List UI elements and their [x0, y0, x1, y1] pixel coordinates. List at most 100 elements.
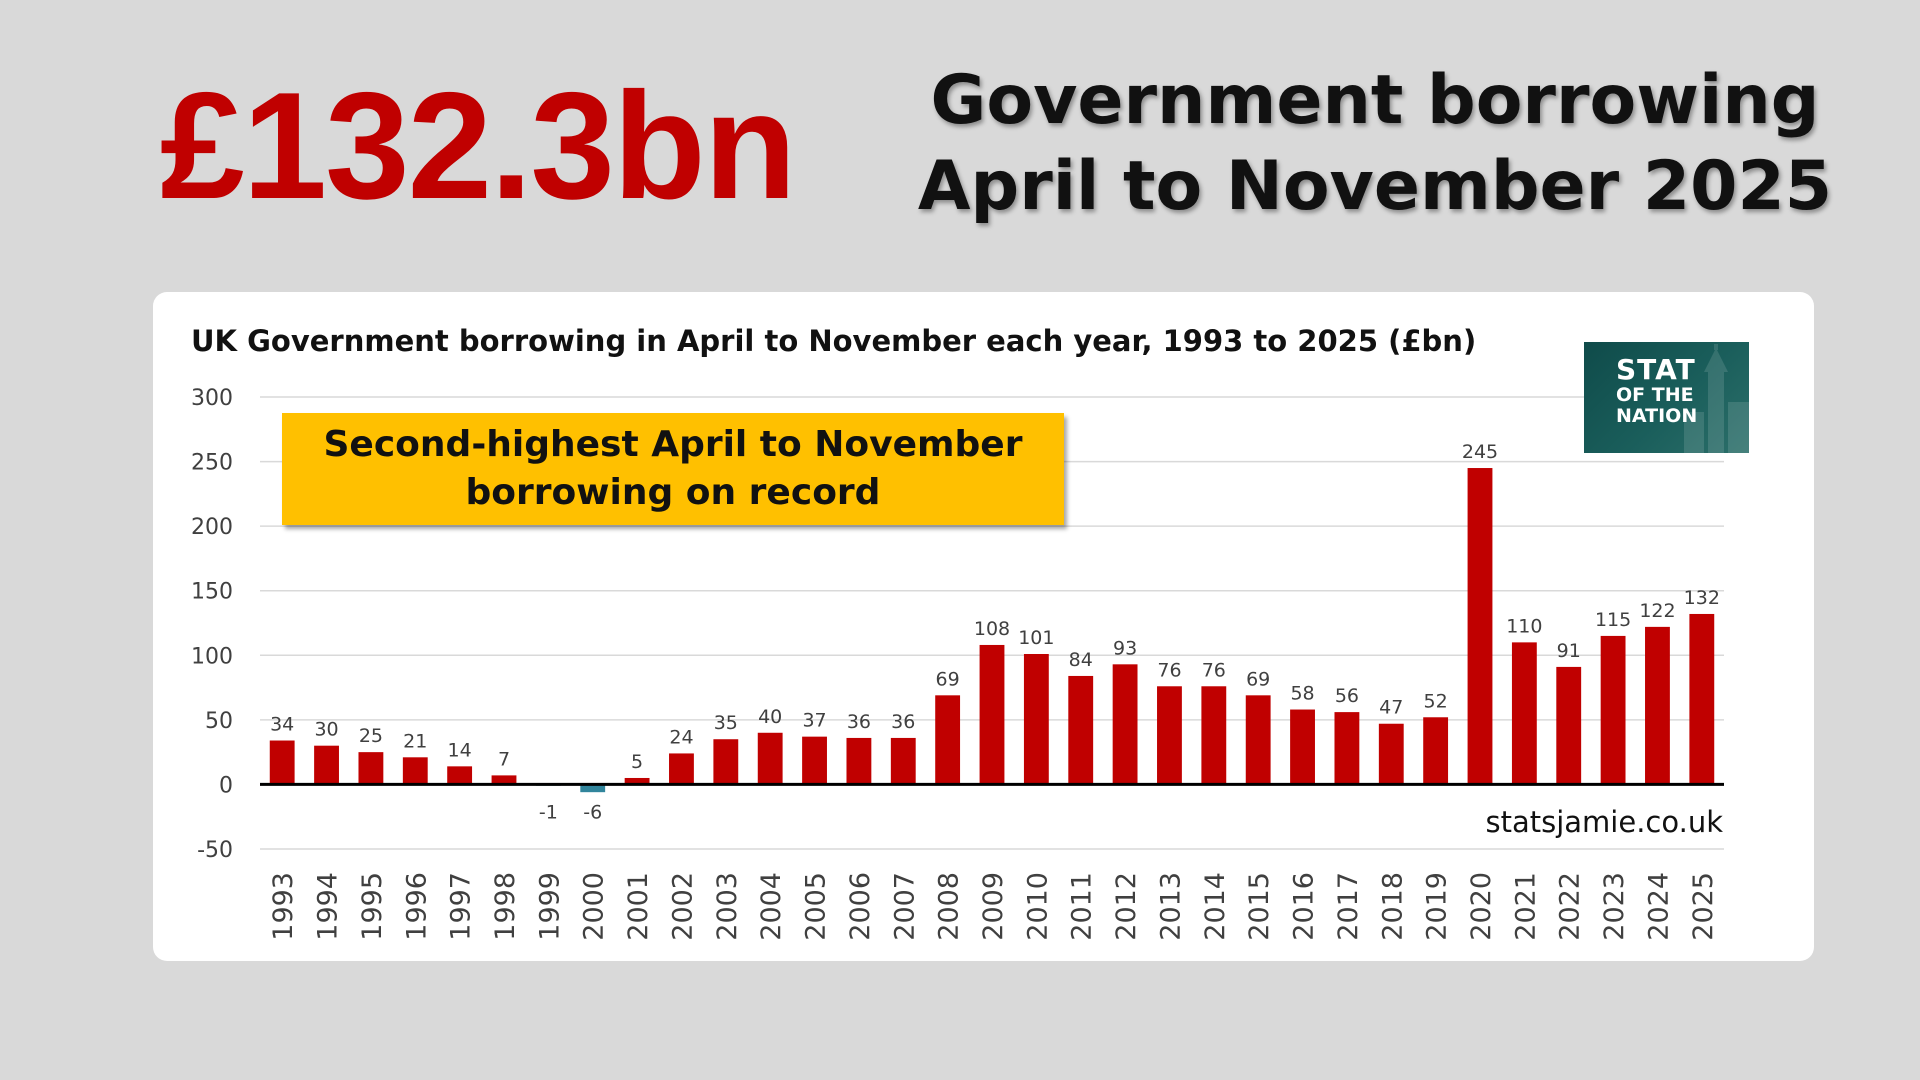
bar-1993: [269, 740, 295, 785]
logo-line-3: NATION: [1616, 405, 1698, 427]
bar-2012: [1112, 664, 1138, 785]
bar-2003: [713, 739, 739, 785]
x-tick-label: 1996: [401, 872, 432, 941]
bar-2011: [1068, 675, 1094, 785]
bar-1995: [358, 752, 384, 785]
y-tick-label: -50: [197, 838, 233, 863]
data-label: 30: [314, 719, 338, 741]
bar-2005: [802, 736, 827, 785]
y-tick-label: 50: [205, 709, 233, 734]
x-tick-label: 2015: [1244, 872, 1275, 941]
bar-2009: [979, 644, 1005, 785]
y-tick-label: 200: [191, 515, 233, 540]
data-label: 91: [1557, 640, 1581, 662]
data-label: 37: [802, 710, 826, 732]
x-tick-label: 2000: [579, 872, 610, 941]
data-label: 101: [1018, 627, 1054, 649]
data-label: 24: [669, 726, 693, 748]
data-label: 122: [1639, 600, 1675, 622]
x-tick-label: 2003: [712, 872, 743, 941]
x-tick-label: 1997: [446, 872, 477, 941]
data-label: 14: [448, 739, 472, 761]
y-tick-label: 150: [191, 580, 233, 605]
bar-2021: [1511, 642, 1537, 785]
y-tick-label: 100: [191, 644, 233, 669]
data-label: 69: [936, 668, 960, 690]
x-tick-label: 2009: [978, 872, 1009, 941]
bars: [269, 468, 1715, 793]
bar-2013: [1157, 686, 1182, 785]
data-label: 47: [1379, 697, 1403, 719]
x-tick-label: 1995: [357, 872, 388, 941]
callout-line-1: Second-highest April to November: [323, 424, 1023, 465]
x-tick-label: 1998: [490, 872, 521, 941]
bar-2023: [1600, 635, 1626, 785]
data-label: 36: [891, 711, 915, 733]
bar-2000: [580, 784, 606, 793]
x-tick-label: 2011: [1067, 872, 1098, 941]
headline-figure: £132.3bn: [160, 61, 797, 231]
data-label: 76: [1202, 659, 1226, 681]
data-label: 35: [714, 712, 738, 734]
big-ben-icon: [1684, 344, 1749, 453]
data-label: 40: [758, 706, 782, 728]
data-labels: 34 30 25 21 14 7 -1 -6 5 24 35 40 37 36 36 69 108 101 84 93…: [270, 441, 1720, 823]
x-tick-label: 2018: [1377, 872, 1408, 941]
bar-2022: [1556, 666, 1582, 785]
bar-2001: [624, 777, 650, 785]
data-label: 115: [1595, 609, 1631, 631]
data-label: 69: [1246, 668, 1270, 690]
x-tick-label: 2021: [1510, 872, 1541, 941]
bar-2024: [1645, 626, 1670, 785]
bar-2016: [1290, 709, 1315, 785]
y-tick-label: 300: [191, 386, 233, 411]
bar-2018: [1378, 723, 1404, 785]
chart-title: UK Government borrowing in April to Nove…: [191, 324, 1477, 358]
data-label: 108: [974, 618, 1010, 640]
headline-title-line-1: Government borrowing: [930, 61, 1820, 140]
x-tick-label: 2024: [1643, 872, 1674, 941]
data-label: 76: [1157, 659, 1181, 681]
data-label: 93: [1113, 637, 1137, 659]
x-tick-label: 2001: [623, 872, 654, 941]
bar-1994: [314, 745, 339, 785]
data-label: 7: [498, 748, 510, 770]
x-tick-label: 2025: [1688, 872, 1719, 941]
credit-text: statsjamie.co.uk: [1485, 805, 1724, 839]
data-label: 52: [1424, 690, 1448, 712]
x-tick-label: 1994: [313, 872, 344, 941]
x-tick-label: 2005: [801, 872, 832, 941]
x-tick-label: 2008: [934, 872, 965, 941]
bar-2004: [757, 732, 783, 785]
x-tick-label: 2022: [1555, 872, 1586, 941]
data-label: 56: [1335, 685, 1359, 707]
bar-1996: [402, 757, 428, 785]
bar-2006: [846, 737, 872, 785]
x-tick-label: 2002: [667, 872, 698, 941]
bar-2007: [890, 737, 916, 785]
data-label: 132: [1684, 587, 1720, 609]
axes: 300 250 200 150 100 50 0 -50 1993 1994 1995 1996 199…: [191, 386, 1724, 941]
data-label: 110: [1506, 615, 1542, 637]
bar-2019: [1423, 717, 1449, 785]
bar-2015: [1245, 695, 1271, 785]
x-tick-label: 2004: [756, 872, 787, 941]
bar-2008: [935, 695, 961, 785]
x-tick-label: 2023: [1599, 872, 1630, 941]
data-label: 36: [847, 711, 871, 733]
data-label: -1: [539, 801, 558, 823]
x-tick-label: 1999: [534, 872, 565, 941]
y-tick-label: 250: [191, 451, 233, 476]
x-tick-label: 2006: [845, 872, 876, 941]
bar-2025: [1689, 613, 1715, 785]
data-label: 58: [1290, 683, 1314, 705]
stat-of-the-nation-logo: STAT OF THE NATION: [1584, 342, 1749, 453]
bar-1997: [447, 766, 473, 785]
x-tick-label: 2013: [1155, 872, 1186, 941]
bar-2017: [1334, 712, 1360, 785]
data-label: -6: [583, 801, 602, 823]
logo-line-2: OF THE: [1616, 384, 1694, 406]
x-tick-label: 2007: [889, 872, 920, 941]
headline-title: Government borrowing April to November 2…: [900, 58, 1850, 230]
data-label: 21: [403, 730, 427, 752]
